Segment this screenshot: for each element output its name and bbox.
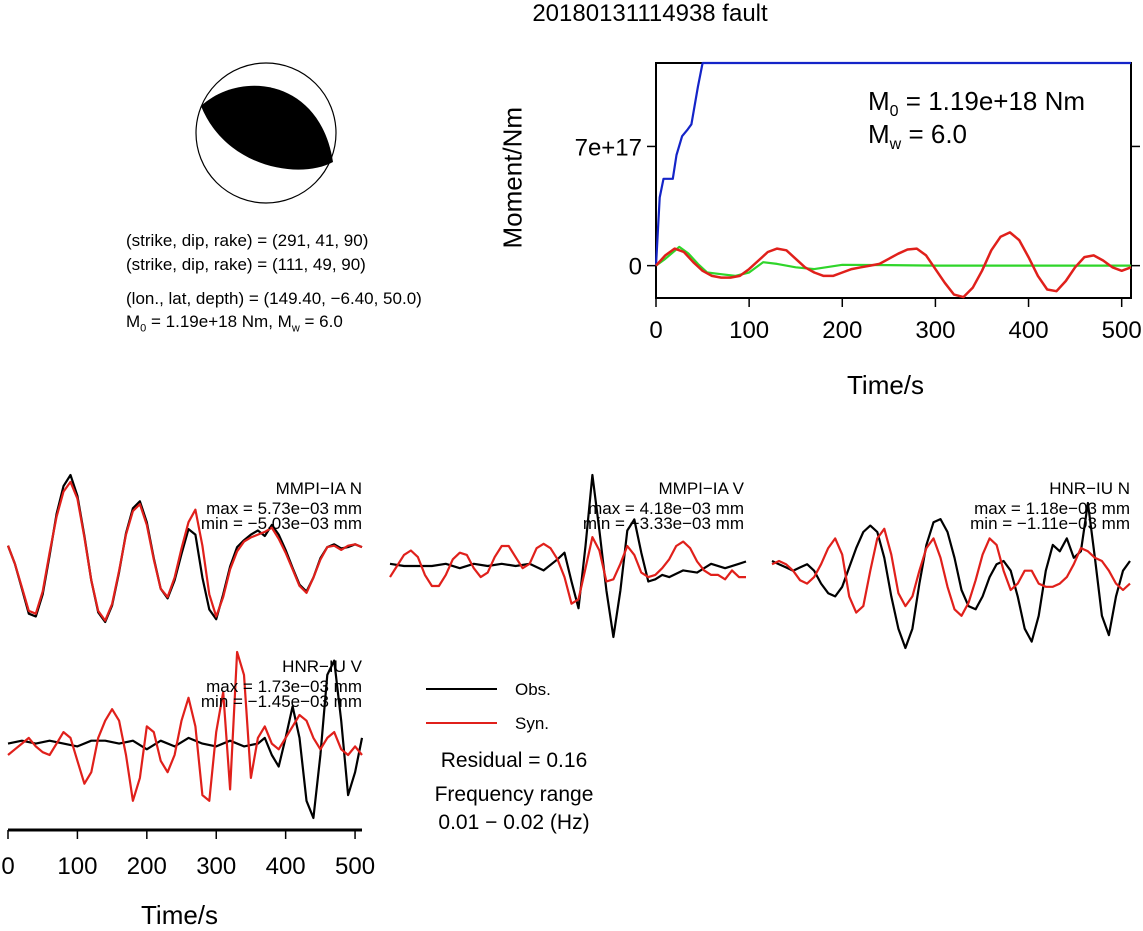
moment-xtick-label: 0 (649, 317, 662, 344)
moment-xtick-label: 100 (729, 317, 769, 344)
station-min-label: min = −1.45e−03 mm (201, 692, 362, 711)
frequency-range-value: 0.01 − 0.02 (Hz) (438, 811, 590, 834)
moment-xtick-label: 200 (822, 317, 862, 344)
mechanism-line-2: (strike, dip, rake) = (111, 49, 90) (126, 255, 366, 274)
moment-series-line (655, 245, 1131, 277)
synthetic-waveform (389, 535, 746, 605)
waveform-xtick-label: 100 (57, 853, 97, 880)
station-min-label: min = −3.33e−03 mm (583, 514, 744, 533)
observed-waveform (7, 659, 364, 820)
synthetic-waveform (7, 650, 363, 802)
station-min-label: min = −5.03e−03 mm (201, 514, 362, 533)
observed-waveform (771, 501, 1131, 650)
observed-waveform (389, 473, 747, 639)
moment-series-line (654, 61, 1131, 266)
page-title: 20180131114938 fault (532, 0, 768, 27)
waveform-xtick-label: 500 (335, 853, 375, 880)
station-max-label: max = 5.73e−03 mm (206, 499, 362, 518)
synthetic-waveform (771, 527, 1131, 617)
location-line: (lon., lat, depth) = (149.40, −6.40, 50.… (126, 289, 422, 308)
legend-syn-label: Syn. (515, 714, 550, 733)
beachball-icon (195, 62, 337, 204)
moment-series-line (655, 231, 1132, 299)
synthetic-waveform (6, 480, 363, 622)
legend-obs-label: Obs. (515, 680, 551, 699)
moment-xtick-label: 500 (1102, 317, 1142, 344)
moment-plot: 0 100 200 300 400 500 0 7e+17 (575, 61, 1142, 344)
moment-mw-label: Mw = 6.0 (868, 119, 968, 154)
waveform-xtick-label: 0 (1, 853, 14, 880)
station-label: HNR−IU N (1049, 479, 1130, 498)
moment-ytick-label: 0 (629, 254, 642, 281)
station-max-label: max = 1.73e−03 mm (206, 677, 362, 696)
station-label: MMPI−IA V (659, 479, 745, 498)
station-label: MMPI−IA N (276, 479, 362, 498)
station-label: HNR−IU V (282, 657, 362, 676)
magnitude-line: M0 = 1.19e+18 Nm, Mw = 6.0 (126, 312, 343, 335)
station-max-label: max = 4.18e−03 mm (588, 499, 744, 518)
frequency-range-title: Frequency range (434, 783, 594, 806)
moment-ytick-label: 7e+17 (575, 134, 642, 161)
mechanism-line-1: (strike, dip, rake) = (291, 41, 90) (126, 231, 369, 250)
waveform-xtick-label: 300 (196, 853, 236, 880)
waveform-xtick-label: 200 (127, 853, 167, 880)
waveform-xlabel: Time/s (141, 900, 219, 930)
moment-xtick-label: 400 (1009, 317, 1049, 344)
station-max-label: max = 1.18e−03 mm (974, 499, 1130, 518)
waveform-xtick-label: 400 (266, 853, 306, 880)
moment-m0-label: M0 = 1.19e+18 Nm (868, 86, 1086, 121)
moment-xtick-label: 300 (915, 317, 955, 344)
residual-text: Residual = 0.16 (440, 749, 588, 772)
station-min-label: min = −1.11e−03 mm (970, 514, 1130, 533)
moment-xlabel: Time/s (847, 370, 925, 400)
moment-ylabel: Moment/Nm (497, 106, 528, 249)
